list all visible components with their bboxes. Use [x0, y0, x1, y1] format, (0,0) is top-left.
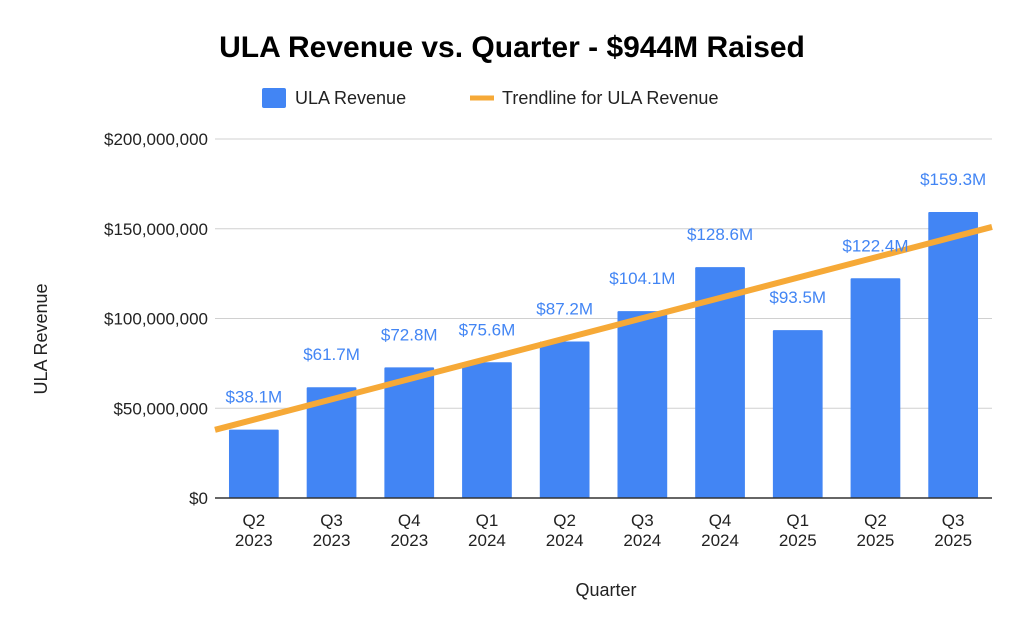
chart-title: ULA Revenue vs. Quarter - $944M Raised	[219, 31, 805, 64]
x-tick-label: 2023	[313, 531, 351, 550]
x-tick-label: 2024	[701, 531, 739, 550]
bar	[928, 212, 979, 498]
legend-label-trendline: Trendline for ULA Revenue	[502, 88, 718, 108]
x-tick-label: Q1	[786, 511, 809, 530]
x-tick-label: Q4	[709, 511, 732, 530]
bar	[695, 267, 745, 498]
data-label: $72.8M	[381, 325, 438, 344]
x-tick-label: Q4	[398, 511, 421, 530]
x-tick-label: 2024	[546, 531, 584, 550]
legend-label-bars: ULA Revenue	[295, 88, 406, 108]
bar	[772, 330, 823, 498]
y-axis-title: ULA Revenue	[31, 283, 51, 394]
x-tick-label: 2024	[468, 531, 506, 550]
bar	[850, 278, 901, 498]
x-tick-label: Q1	[476, 511, 499, 530]
x-axis-title: Quarter	[575, 580, 636, 600]
x-tick-label: Q3	[320, 511, 343, 530]
x-axis-ticks: Q22023Q32023Q42023Q12024Q22024Q32024Q420…	[235, 511, 972, 550]
y-tick-label: $200,000,000	[104, 130, 208, 149]
x-tick-label: 2023	[390, 531, 428, 550]
bar	[306, 387, 357, 498]
x-tick-label: Q3	[942, 511, 965, 530]
x-tick-label: Q2	[553, 511, 576, 530]
x-tick-label: Q2	[243, 511, 266, 530]
x-tick-label: 2024	[623, 531, 661, 550]
bars	[228, 212, 979, 498]
data-label: $38.1M	[225, 388, 282, 407]
data-label: $61.7M	[303, 345, 360, 364]
bar	[384, 367, 435, 498]
bar	[462, 362, 512, 498]
y-tick-label: $50,000,000	[113, 399, 208, 418]
y-axis-ticks: $0 $50,000,000 $100,000,000 $150,000,000 $20…	[104, 130, 208, 508]
y-tick-label: $100,000,000	[104, 310, 208, 329]
x-tick-label: 2025	[857, 531, 895, 550]
data-labels: $38.1M $61.7M $72.8M $75.6M $87.2M $104.1M $12…	[225, 170, 986, 407]
x-tick-label: 2025	[934, 531, 972, 550]
bar	[539, 341, 590, 498]
x-tick-label: Q3	[631, 511, 654, 530]
data-label: $87.2M	[536, 299, 593, 318]
data-label: $128.6M	[687, 225, 753, 244]
bar	[617, 311, 668, 498]
legend: ULA Revenue Trendline for ULA Revenue	[262, 88, 718, 108]
trendline	[214, 224, 993, 433]
data-label: $104.1M	[609, 269, 675, 288]
legend-swatch-bars	[262, 88, 286, 108]
data-label: $75.6M	[459, 320, 516, 339]
bar	[228, 429, 279, 498]
x-tick-label: 2025	[779, 531, 817, 550]
y-tick-label: $0	[189, 489, 208, 508]
data-label: $122.4M	[842, 236, 908, 255]
x-tick-label: 2023	[235, 531, 273, 550]
x-tick-label: Q2	[864, 511, 887, 530]
data-label: $93.5M	[769, 288, 826, 307]
data-label: $159.3M	[920, 170, 986, 189]
y-tick-label: $150,000,000	[104, 220, 208, 239]
